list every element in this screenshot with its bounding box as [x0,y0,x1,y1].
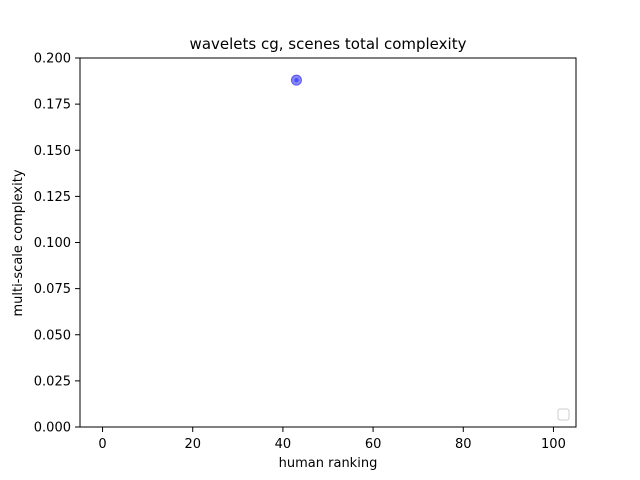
x-tick-label: 20 [184,437,201,452]
y-tick-label: 0.075 [34,282,71,297]
y-tick-label: 0.175 [34,98,71,113]
data-points [290,74,302,86]
x-tick-label: 100 [541,437,566,452]
y-axis-label: multi-scale complexity [11,169,26,316]
y-tick-label: 0.100 [34,236,71,251]
y-tick-label: 0.050 [34,328,71,343]
y-tick-label: 0.150 [34,144,71,159]
data-point-core [294,77,299,83]
y-tick-label: 0.000 [34,421,71,436]
x-tick-label: 60 [365,437,382,452]
axis-ticks: 0 20 40 60 80 100 0.000 0.025 0.050 0.075 0.100 0.1… [34,52,566,453]
y-tick-label: 0.200 [34,52,71,67]
chart-title: wavelets cg, scenes total complexity [190,35,467,53]
x-tick-label: 80 [455,437,472,452]
y-tick-label: 0.025 [34,374,71,389]
x-axis-label: human ranking [279,456,378,471]
x-tick-label: 0 [98,437,106,452]
y-tick-label: 0.125 [34,190,71,205]
x-tick-label: 40 [275,437,292,452]
plot-frame [79,57,577,428]
legend-box [557,408,570,421]
